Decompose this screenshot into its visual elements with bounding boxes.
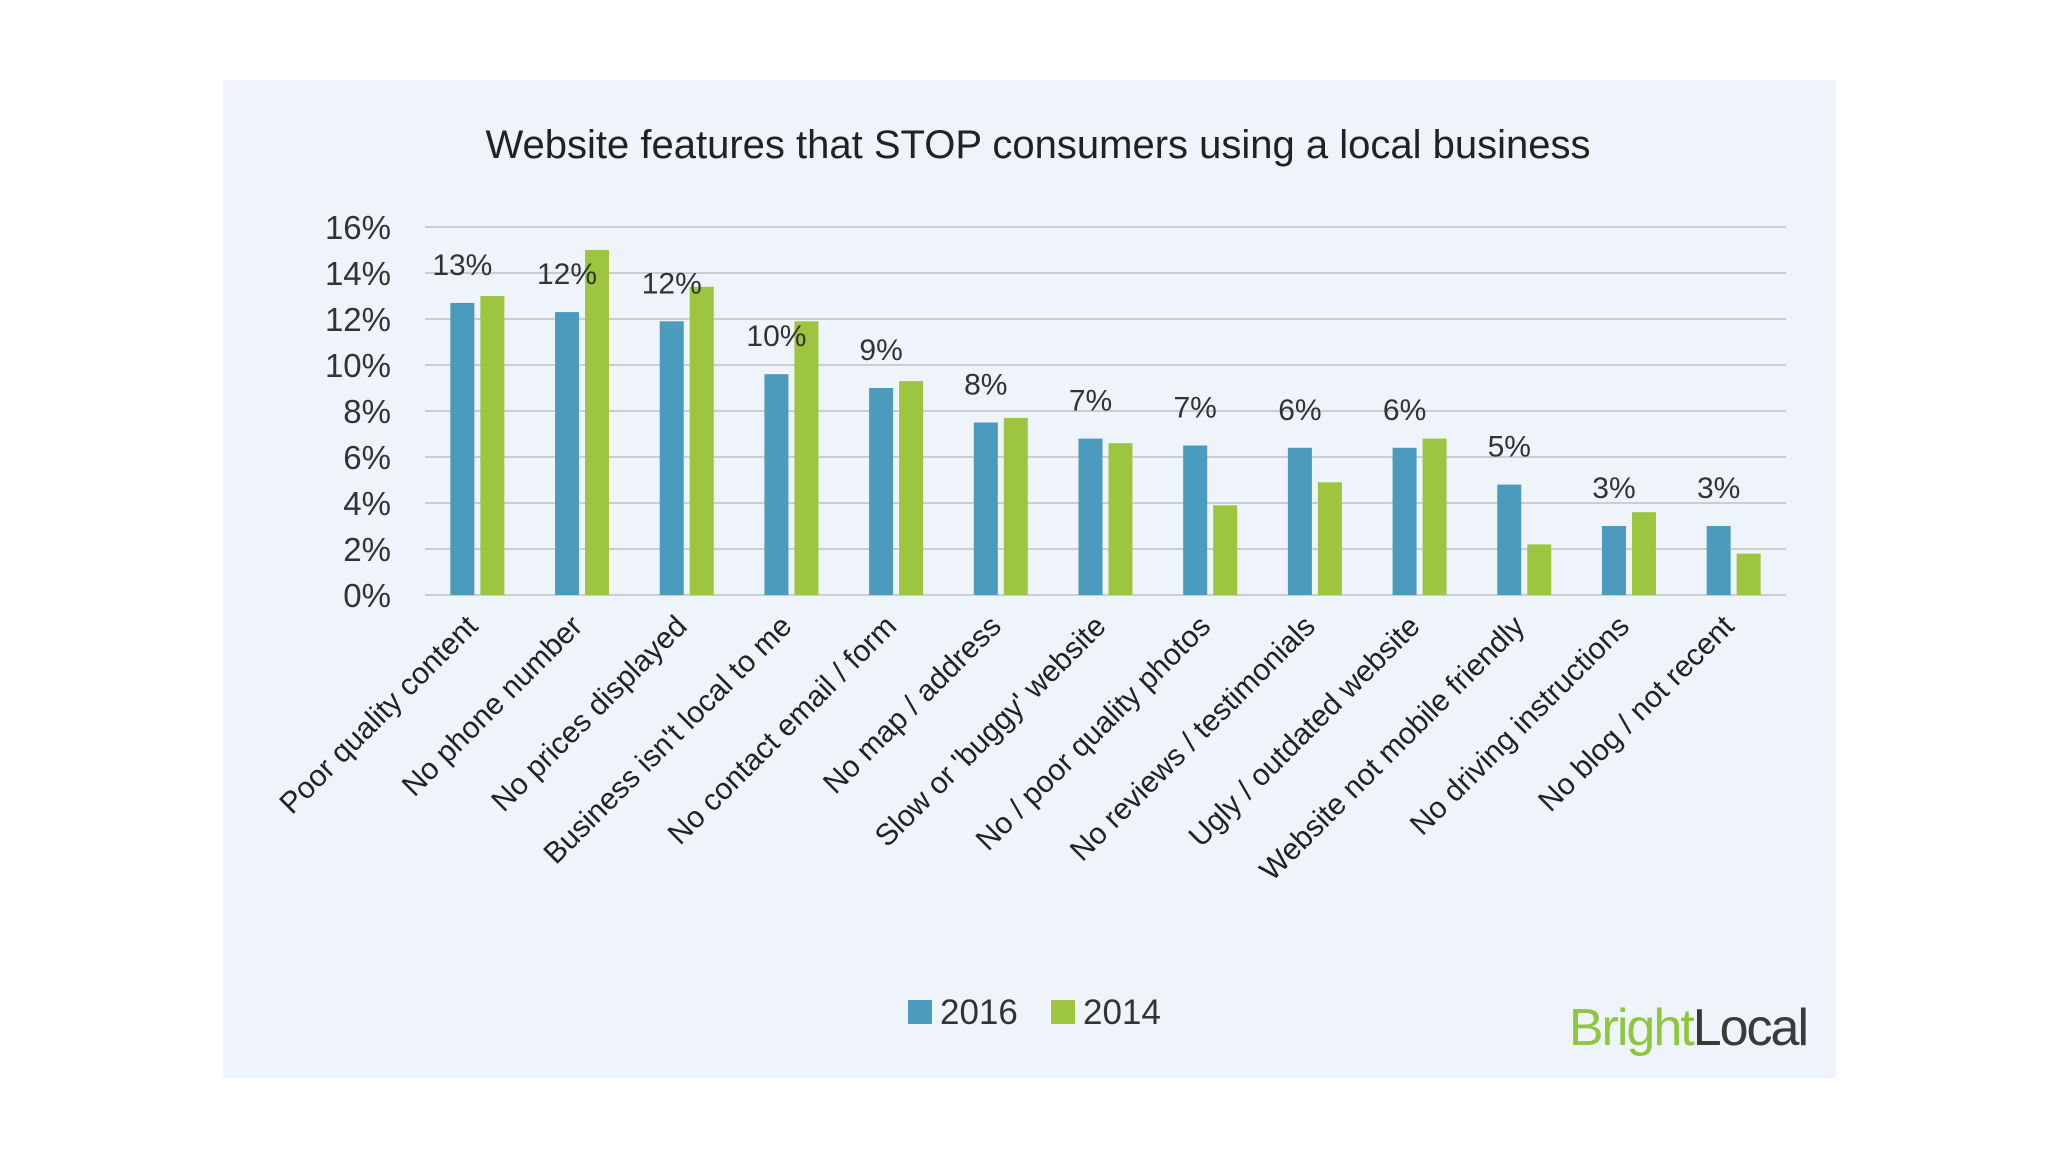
chart-title: Website features that STOP consumers usi… — [485, 123, 1590, 167]
bar-2014-1 — [585, 250, 610, 595]
chart-panel: Website features that STOP consumers usi… — [223, 80, 1836, 1078]
data-label: 7% — [1069, 385, 1112, 418]
bar-2014-6 — [1108, 443, 1133, 595]
y-tick-label: 4% — [343, 485, 391, 522]
bar-2016-11 — [1601, 526, 1626, 595]
y-tick-label: 12% — [325, 301, 391, 338]
bar-2014-8 — [1317, 482, 1342, 595]
y-tick-label: 0% — [343, 577, 391, 614]
brightlocal-logo: BrightLocal — [1568, 998, 1809, 1058]
data-label: 5% — [1488, 431, 1531, 464]
bar-2014-0 — [480, 296, 505, 595]
category-label: No phone number — [396, 610, 589, 803]
legend: 2016 2014 — [908, 993, 1161, 1032]
data-label: 13% — [432, 249, 492, 282]
bar-2016-2 — [659, 321, 684, 595]
data-label: 7% — [1174, 392, 1217, 425]
y-tick-label: 16% — [325, 209, 391, 246]
y-tick-label: 2% — [343, 531, 391, 568]
data-label: 8% — [964, 369, 1007, 402]
y-tick-label: 10% — [325, 347, 391, 384]
bar-2016-6 — [1078, 438, 1103, 595]
bar-chart: Website features that STOP consumers usi… — [273, 123, 1786, 1032]
category-label: Poor quality content — [273, 609, 484, 820]
legend-swatch-2016 — [908, 1000, 932, 1024]
category-label: No prices displayed — [485, 610, 693, 818]
bar-2014-11 — [1631, 512, 1656, 595]
bar-2014-4 — [899, 381, 924, 595]
data-label: 12% — [537, 258, 597, 291]
data-label: 10% — [746, 320, 806, 353]
bar-2016-4 — [869, 388, 894, 595]
logo-bright-text: Bright — [1568, 999, 1695, 1057]
y-tick-label: 8% — [343, 393, 391, 430]
data-label: 3% — [1697, 472, 1740, 505]
data-label: 9% — [859, 334, 902, 367]
bar-2014-7 — [1213, 505, 1238, 595]
gridlines — [425, 226, 1786, 596]
bar-2014-3 — [794, 321, 819, 595]
bar-2014-5 — [1003, 417, 1028, 595]
bar-2016-1 — [555, 312, 580, 595]
bar-2014-10 — [1527, 544, 1552, 595]
y-tick-label: 6% — [343, 439, 391, 476]
data-label: 12% — [642, 267, 702, 300]
legend-label-2014: 2014 — [1083, 993, 1161, 1032]
bar-2016-0 — [450, 302, 475, 595]
legend-label-2016: 2016 — [940, 993, 1018, 1032]
y-axis-tick-labels: 0% 2% 4% 6% 8% 10% 12% 14% 16% — [325, 209, 391, 614]
bar-2014-9 — [1422, 438, 1447, 595]
bar-2016-12 — [1706, 526, 1731, 595]
bar-2016-3 — [764, 374, 789, 595]
data-labels: 13% 12% 12% 10% 9% 8% 7% 7% 6% 6% 5% 3% 3% — [432, 249, 1740, 505]
bar-2014-2 — [689, 286, 714, 595]
bar-2014-12 — [1736, 553, 1761, 595]
category-label: No blog / not recent — [1532, 609, 1741, 818]
bar-2016-7 — [1183, 445, 1208, 595]
logo-local-text: Local — [1692, 999, 1809, 1057]
legend-swatch-2014 — [1051, 1000, 1075, 1024]
data-label: 6% — [1278, 394, 1321, 427]
bar-2016-5 — [973, 422, 998, 595]
bar-2016-10 — [1497, 484, 1522, 595]
category-label: No map / address — [817, 610, 1008, 801]
bar-2016-8 — [1287, 447, 1312, 595]
y-tick-label: 14% — [325, 255, 391, 292]
data-label: 3% — [1592, 472, 1635, 505]
bars — [450, 250, 1761, 595]
data-label: 6% — [1383, 394, 1426, 427]
bar-2016-9 — [1392, 447, 1417, 595]
